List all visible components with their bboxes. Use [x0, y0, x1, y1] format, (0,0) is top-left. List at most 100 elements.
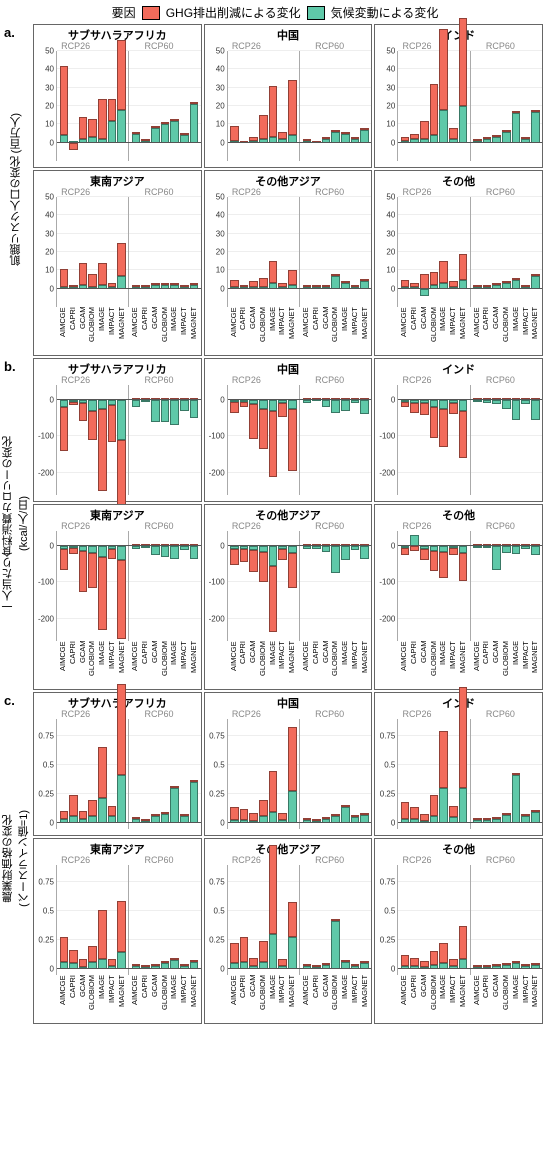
- scenario-rcp26: [398, 531, 469, 641]
- xtick: GLOBIOM: [330, 641, 340, 689]
- bar-GCAM: [79, 531, 88, 641]
- bar-GCAM: [420, 719, 429, 829]
- scenario-rcp26: [398, 865, 469, 975]
- bar-IMPACT: [521, 865, 530, 975]
- bar-IMAGE: [341, 51, 350, 161]
- bar-MAGNET: [288, 531, 297, 641]
- bar-IMPACT: [180, 531, 189, 641]
- xtick: MAGNET: [360, 641, 370, 689]
- scenario-rcp26: [57, 385, 128, 495]
- xtick: MAGNET: [360, 975, 370, 1023]
- xtick: CAPRI: [238, 641, 248, 689]
- panel-title: 中国: [205, 359, 372, 375]
- bar-GCAM: [151, 51, 160, 161]
- bar-IMAGE: [341, 865, 350, 975]
- xtick: AIMCGE: [301, 307, 311, 355]
- bar-IMAGE: [439, 531, 448, 641]
- bar-AIMCGE: [60, 531, 69, 641]
- bar-IMAGE: [98, 197, 107, 307]
- facet-labels: RCP26RCP60: [375, 521, 542, 531]
- bar-MAGNET: [117, 531, 126, 641]
- scenario-rcp60: [299, 719, 371, 829]
- chart-panel: インドRCP26RCP600-100-200AIMCGECAPRIGCAMGLO…: [374, 358, 543, 502]
- xtick: CAPRI: [238, 975, 248, 1023]
- bar-GCAM: [492, 531, 501, 641]
- bar-GCAM: [492, 385, 501, 495]
- xtick: CAPRI: [481, 975, 491, 1023]
- bar-CAPRI: [410, 51, 419, 161]
- scenario-rcp60: [470, 865, 542, 975]
- xtick: GCAM: [321, 307, 331, 355]
- facet-labels: RCP26RCP60: [34, 375, 201, 385]
- bar-IMAGE: [269, 197, 278, 307]
- xtick: IMAGE: [340, 975, 350, 1023]
- xtick: GCAM: [78, 307, 88, 355]
- bar-IMAGE: [170, 719, 179, 829]
- xtick: GCAM: [78, 975, 88, 1023]
- panel-title: その他アジア: [205, 505, 372, 521]
- bar-IMPACT: [351, 719, 360, 829]
- bar-AIMCGE: [230, 197, 239, 307]
- bar-GCAM: [249, 197, 258, 307]
- bar-MAGNET: [190, 197, 199, 307]
- bar-CAPRI: [141, 719, 150, 829]
- bar-IMAGE: [341, 385, 350, 495]
- plot-area: [397, 197, 542, 307]
- scenario-rcp60: [299, 531, 371, 641]
- bar-AIMCGE: [132, 719, 141, 829]
- y-axis: 0-100-200: [34, 385, 56, 495]
- bar-GLOBIOM: [161, 51, 170, 161]
- bar-GLOBIOM: [88, 865, 97, 975]
- bar-MAGNET: [531, 51, 540, 161]
- bar-IMAGE: [98, 531, 107, 641]
- facet-labels: RCP26RCP60: [34, 521, 201, 531]
- bar-CAPRI: [141, 197, 150, 307]
- bar-GCAM: [249, 385, 258, 495]
- x-axis: AIMCGECAPRIGCAMGLOBIOMIMAGEIMPACTMAGNETA…: [205, 829, 372, 835]
- bar-GLOBIOM: [430, 197, 439, 307]
- scenario-rcp26: [398, 51, 469, 161]
- x-axis: AIMCGECAPRIGCAMGLOBIOMIMAGEIMPACTMAGNETA…: [34, 161, 201, 167]
- bar-MAGNET: [459, 51, 468, 161]
- bar-CAPRI: [69, 719, 78, 829]
- bar-IMAGE: [439, 719, 448, 829]
- scenario-rcp60: [128, 385, 200, 495]
- bar-GLOBIOM: [430, 865, 439, 975]
- xtick: AIMCGE: [58, 975, 68, 1023]
- xtick: CAPRI: [68, 975, 78, 1023]
- bar-MAGNET: [288, 197, 297, 307]
- scenario-rcp60: [470, 197, 542, 307]
- bar-GCAM: [420, 865, 429, 975]
- xtick: GCAM: [150, 641, 160, 689]
- bar-CAPRI: [69, 51, 78, 161]
- bar-AIMCGE: [401, 385, 410, 495]
- legend-swatch-climate: [307, 6, 325, 20]
- bar-MAGNET: [360, 719, 369, 829]
- bar-IMAGE: [512, 51, 521, 161]
- bar-CAPRI: [410, 719, 419, 829]
- xtick: AIMCGE: [229, 307, 239, 355]
- panel-title: その他: [375, 171, 542, 187]
- bar-AIMCGE: [401, 531, 410, 641]
- x-axis: AIMCGECAPRIGCAMGLOBIOMIMAGEIMPACTMAGNETA…: [205, 495, 372, 501]
- panel-title: その他アジア: [205, 839, 372, 855]
- bar-GLOBIOM: [331, 719, 340, 829]
- x-axis: AIMCGECAPRIGCAMGLOBIOMIMAGEIMPACTMAGNETA…: [375, 161, 542, 167]
- x-axis: AIMCGECAPRIGCAMGLOBIOMIMAGEIMPACTMAGNETA…: [375, 975, 542, 1023]
- bar-IMAGE: [98, 385, 107, 495]
- chart-panel: サブサハラアフリカRCP26RCP600-100-200AIMCGECAPRIG…: [33, 358, 202, 502]
- bar-CAPRI: [312, 385, 321, 495]
- scenario-rcp26: [228, 197, 299, 307]
- chart-panel: その他アジアRCP26RCP6000.250.50.75AIMCGECAPRIG…: [204, 838, 373, 1024]
- section-c: c.農業財価格の変化 (ベースライン値=1)サブサハラアフリカRCP26RCP6…: [0, 691, 550, 1025]
- xtick: MAGNET: [530, 975, 540, 1023]
- plot-area: [56, 197, 201, 307]
- scenario-rcp60: [299, 385, 371, 495]
- bar-IMPACT: [449, 719, 458, 829]
- xtick: GCAM: [321, 641, 331, 689]
- y-axis-title: 一人当たり食料消費カロリーの変化 (kcal/人/日): [0, 436, 32, 612]
- xtick: CAPRI: [140, 641, 150, 689]
- xtick: IMPACT: [448, 641, 458, 689]
- xtick: AIMCGE: [130, 975, 140, 1023]
- bar-CAPRI: [69, 197, 78, 307]
